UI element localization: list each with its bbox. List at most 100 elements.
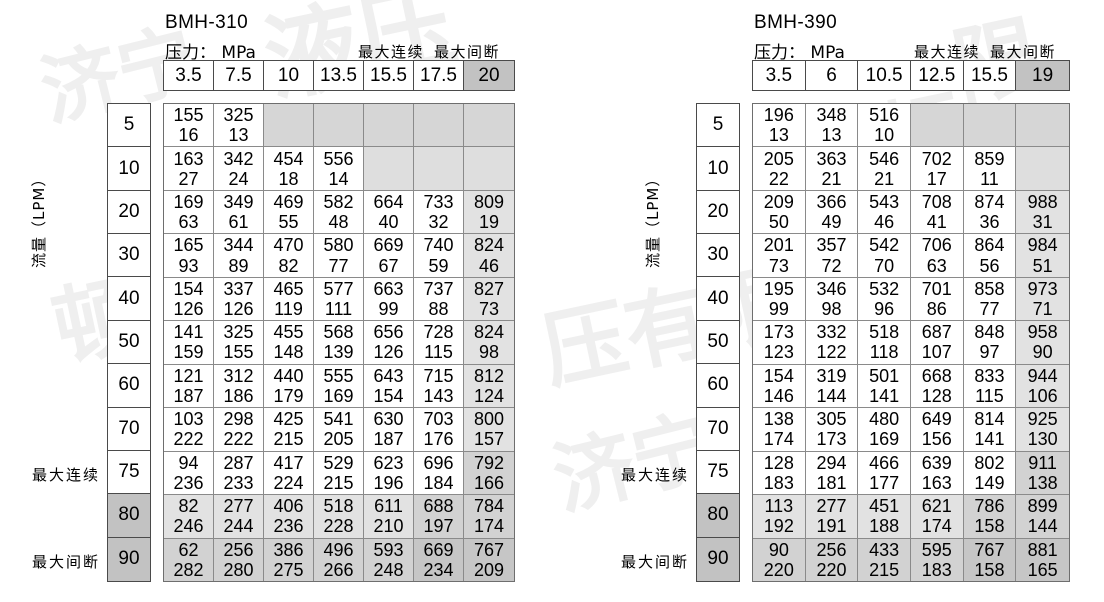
cell-power-value: 174	[921, 516, 952, 537]
cell-power-value: 36	[979, 212, 1000, 233]
data-cell: 94 236	[164, 451, 214, 495]
axis-label-flow-left: 流量（LPM）	[30, 170, 48, 268]
cell-power-value: 93	[178, 255, 199, 276]
cell-torque-value: 664	[373, 191, 404, 212]
cell-torque-value: 163	[173, 148, 204, 169]
flow-row-label: 60	[108, 364, 150, 408]
cell-power-value: 139	[323, 342, 354, 363]
cell-torque-value: 312	[223, 365, 254, 386]
cell-power-value: 166	[473, 472, 505, 493]
data-cell: 649 156	[910, 408, 964, 451]
data-cell: 669 234	[414, 538, 464, 581]
cell-torque-value: 154	[173, 278, 204, 299]
data-cell: 899 144	[1016, 495, 1069, 538]
cell-torque-value: 802	[974, 452, 1005, 473]
cell-power-value: 89	[228, 255, 249, 276]
data-cell: 706 63	[910, 234, 964, 277]
cell-torque-value: 984	[1027, 235, 1058, 256]
data-cell: 518 228	[314, 495, 364, 538]
cell-power-value: 111	[324, 299, 353, 320]
data-cell: 663 99	[364, 277, 414, 321]
data-cell: 668 128	[910, 364, 964, 408]
cell-power-value: 148	[273, 342, 304, 363]
data-cell: 784 174	[464, 495, 514, 538]
data-cell: 209 50	[753, 190, 806, 234]
data-cell: 925 130	[1016, 408, 1069, 451]
cell-power-value: 21	[874, 168, 895, 189]
cell-power-value: 56	[979, 255, 1000, 276]
data-cell: 800 157	[464, 408, 514, 451]
data-cell: 169 63	[164, 190, 214, 234]
data-cell: 298 222	[214, 408, 264, 451]
cell-power-value: 191	[816, 516, 847, 537]
cell-torque-value: 201	[763, 235, 794, 256]
cell-torque-value: 425	[273, 409, 304, 430]
top-annot-max-intermittent-left: 最大间断	[434, 43, 501, 61]
cell-power-value: 141	[974, 429, 1005, 450]
data-cell: 325 13	[214, 104, 264, 147]
cell-torque-value: 529	[323, 452, 354, 473]
cell-power-value: 99	[378, 299, 399, 320]
cell-torque-value: 496	[323, 539, 354, 560]
data-cell	[464, 104, 514, 147]
cell-power-value: 220	[816, 559, 847, 580]
side-annot-max-intermittent-left: 最大间断	[31, 553, 100, 571]
cell-torque-value: 621	[921, 496, 952, 517]
model-title-left: BMH-310	[165, 12, 249, 33]
cell-power-value: 187	[173, 385, 204, 406]
data-cell: 582 48	[314, 190, 364, 234]
cell-torque-value: 332	[816, 322, 847, 343]
cell-power-value: 10	[874, 125, 895, 146]
data-cell: 786 158	[963, 495, 1017, 538]
flow-row-label: 90	[697, 537, 739, 581]
table-row: 141 159 325 155 455 148 568 139 656 126 728 115 824 9…	[164, 321, 514, 365]
cell-power-value: 107	[921, 342, 952, 363]
cell-torque-value: 94	[178, 452, 199, 473]
cell-power-value: 119	[274, 299, 303, 320]
cell-power-value: 77	[328, 255, 349, 276]
model-title-right: BMH-390	[754, 12, 838, 33]
data-cell: 824 98	[464, 321, 514, 364]
cell-torque-value: 715	[423, 365, 454, 386]
table-row: 121 187 312 186 440 179 555 169 643 154 715 143 812 1…	[164, 364, 514, 409]
cell-power-value: 169	[323, 385, 354, 406]
cell-torque-value: 417	[273, 452, 304, 473]
cell-torque-value: 543	[869, 191, 900, 212]
cell-torque-value: 342	[223, 148, 254, 169]
cell-torque-value: 451	[869, 496, 900, 517]
flow-row-label: 5	[697, 104, 739, 148]
cell-torque-value: 294	[816, 452, 847, 473]
data-cell: 701 86	[910, 277, 964, 321]
cell-power-value: 244	[223, 516, 254, 537]
data-cell: 814 141	[963, 408, 1017, 451]
cell-power-value: 63	[926, 255, 947, 276]
cell-power-value: 157	[473, 429, 505, 450]
data-cell: 470 82	[264, 234, 314, 277]
data-cell: 529 215	[314, 451, 364, 495]
data-cell: 451 188	[858, 495, 911, 538]
table-row: 154 146 319 144 501 141 668 128 833 115 944 106	[753, 364, 1069, 409]
pressure-label-left: 压力： MPa	[165, 43, 256, 63]
data-cell: 332 122	[805, 321, 859, 364]
cell-torque-value: 298	[223, 409, 254, 430]
data-cell: 516 10	[858, 104, 911, 147]
cell-torque-value: 386	[273, 539, 304, 560]
data-cell: 669 67	[364, 234, 414, 277]
cell-torque-value: 728	[423, 322, 454, 343]
data-cell: 944 106	[1016, 364, 1069, 408]
cell-power-value: 156	[921, 429, 952, 450]
data-cell: 82 246	[164, 495, 214, 538]
flow-row-label: 90	[108, 537, 150, 581]
data-cell	[963, 104, 1017, 147]
data-cell: 425 215	[264, 408, 314, 451]
cell-power-value: 49	[821, 212, 842, 233]
cell-power-value: 144	[816, 385, 847, 406]
cell-power-value: 51	[1032, 255, 1053, 276]
cell-torque-value: 325	[223, 322, 254, 343]
cell-torque-value: 687	[921, 322, 952, 343]
cell-torque-value: 767	[974, 539, 1005, 560]
cell-torque-value: 833	[974, 365, 1005, 386]
data-cell: 128 183	[753, 451, 806, 495]
data-cell: 858 77	[963, 277, 1017, 321]
cell-power-value: 144	[1027, 516, 1058, 537]
